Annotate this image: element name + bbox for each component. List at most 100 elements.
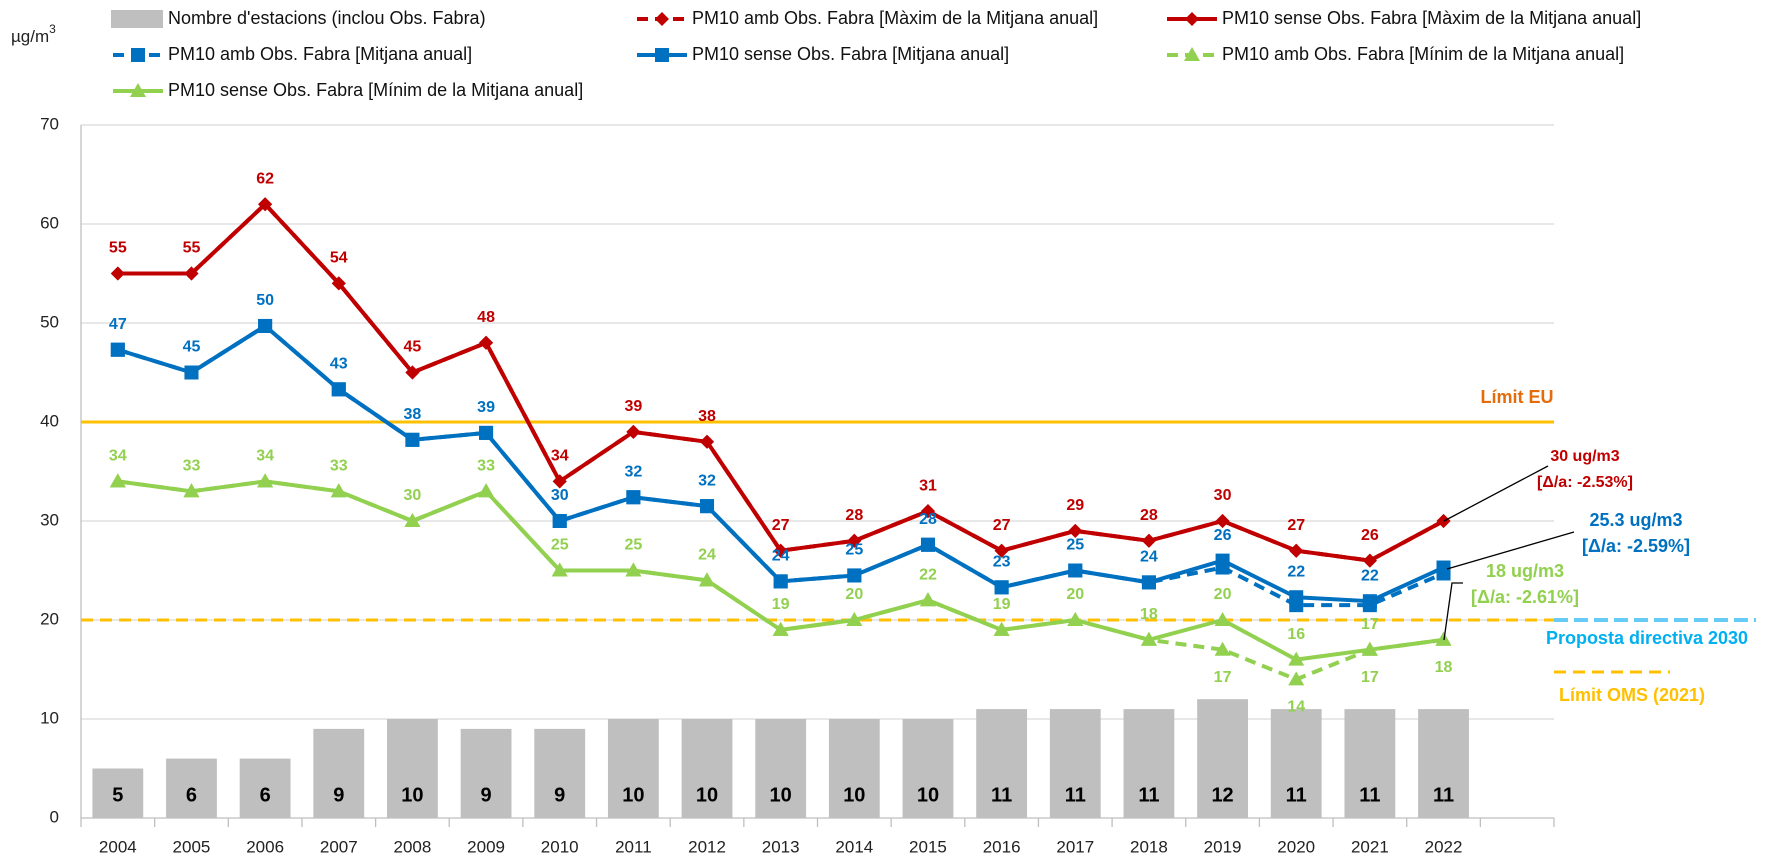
marker bbox=[626, 490, 641, 505]
y-tick-label: 0 bbox=[50, 807, 59, 826]
bar-label: 9 bbox=[481, 784, 492, 806]
marker bbox=[258, 197, 273, 212]
marker bbox=[478, 483, 495, 498]
bar-label: 10 bbox=[401, 784, 423, 806]
data-label: 50 bbox=[256, 292, 274, 309]
x-tick-label: 2008 bbox=[394, 837, 432, 856]
marker bbox=[1141, 575, 1156, 590]
data-label: 25 bbox=[551, 537, 569, 554]
data-label: 19 bbox=[772, 596, 790, 613]
data-label: 18 bbox=[1140, 606, 1158, 623]
marker bbox=[1184, 47, 1200, 61]
marker bbox=[920, 504, 935, 519]
marker bbox=[479, 335, 494, 350]
marker bbox=[993, 621, 1010, 636]
marker bbox=[479, 425, 494, 440]
data-label: 25 bbox=[624, 537, 642, 554]
bar-label: 10 bbox=[917, 784, 939, 806]
bar-label: 6 bbox=[260, 784, 271, 806]
legend-label: PM10 amb Obs. Fabra [Màxim de la Mitjana… bbox=[692, 8, 1098, 28]
marker bbox=[1141, 533, 1156, 548]
data-label: 24 bbox=[1140, 549, 1158, 566]
data-label: 55 bbox=[183, 240, 201, 257]
marker bbox=[1288, 651, 1305, 666]
marker bbox=[846, 612, 863, 626]
marker bbox=[1067, 612, 1084, 626]
bar bbox=[976, 709, 1028, 818]
data-label: 45 bbox=[404, 339, 422, 356]
marker bbox=[183, 483, 200, 498]
data-label: 28 bbox=[1140, 507, 1158, 524]
marker bbox=[773, 543, 788, 558]
marker bbox=[625, 562, 642, 577]
data-label: 33 bbox=[183, 458, 201, 475]
reference-label: Límit EU bbox=[1480, 387, 1553, 407]
marker bbox=[994, 543, 1009, 558]
marker bbox=[626, 424, 641, 439]
data-label: 23 bbox=[993, 554, 1011, 571]
data-label: 29 bbox=[1066, 497, 1084, 514]
legend-item: PM10 sense Obs. Fabra [Mitjana anual] bbox=[637, 44, 1009, 64]
marker bbox=[1140, 631, 1157, 646]
x-tick-label: 2013 bbox=[762, 837, 800, 856]
legend-swatch bbox=[111, 10, 163, 28]
bar-label: 11 bbox=[1065, 784, 1086, 806]
y-tick-label: 50 bbox=[40, 312, 59, 331]
data-label: 39 bbox=[624, 398, 642, 415]
data-label: 38 bbox=[404, 406, 422, 423]
bar-label: 10 bbox=[622, 784, 644, 806]
marker bbox=[551, 562, 568, 577]
bar bbox=[607, 719, 659, 818]
bar bbox=[239, 758, 291, 818]
marker bbox=[1214, 612, 1231, 626]
y-tick-label: 10 bbox=[40, 708, 59, 727]
y-tick-label: 60 bbox=[40, 213, 59, 232]
reference-label: Límit OMS (2021) bbox=[1559, 685, 1705, 705]
data-label: 20 bbox=[845, 586, 863, 603]
data-label: 18 bbox=[1435, 659, 1453, 676]
data-label: 34 bbox=[109, 448, 127, 465]
marker bbox=[700, 434, 715, 449]
x-tick-label: 2019 bbox=[1204, 837, 1242, 856]
annotation: 30 ug/m3 bbox=[1550, 448, 1619, 465]
bar bbox=[1049, 709, 1101, 818]
annotation: [Δ/a: -2.61%] bbox=[1471, 587, 1579, 607]
legend-label: PM10 sense Obs. Fabra [Mínim de la Mitja… bbox=[168, 80, 583, 100]
marker bbox=[110, 342, 125, 357]
x-tick-label: 2005 bbox=[173, 837, 211, 856]
bar bbox=[1197, 699, 1248, 818]
bar bbox=[902, 719, 954, 818]
legend-label: PM10 sense Obs. Fabra [Mitjana anual] bbox=[692, 44, 1009, 64]
bar-label: 9 bbox=[333, 784, 344, 806]
bar bbox=[313, 728, 365, 818]
marker bbox=[258, 318, 273, 333]
marker bbox=[1214, 641, 1231, 656]
bar bbox=[92, 768, 144, 818]
data-label: 33 bbox=[477, 458, 495, 475]
marker bbox=[1215, 514, 1230, 528]
x-tick-label: 2016 bbox=[983, 837, 1021, 856]
marker bbox=[847, 568, 862, 583]
annotation: [Δ/a: -2.59%] bbox=[1582, 536, 1690, 556]
y-tick-label: 40 bbox=[40, 411, 59, 430]
x-tick-label: 2020 bbox=[1277, 837, 1315, 856]
marker bbox=[331, 382, 346, 397]
reference-label: Proposta directiva 2030 bbox=[1546, 628, 1748, 648]
bar bbox=[166, 758, 217, 818]
marker bbox=[655, 48, 669, 62]
marker bbox=[552, 474, 567, 489]
data-label: 25 bbox=[845, 542, 863, 559]
data-label: 17 bbox=[1361, 669, 1379, 686]
annotation: 18 ug/m3 bbox=[1486, 561, 1564, 581]
marker bbox=[184, 365, 199, 380]
legend-label: PM10 amb Obs. Fabra [Mitjana anual] bbox=[168, 44, 472, 64]
data-label: 27 bbox=[993, 517, 1011, 534]
legend-label: PM10 amb Obs. Fabra [Mínim de la Mitjana… bbox=[1222, 44, 1624, 64]
x-tick-label: 2021 bbox=[1351, 837, 1389, 856]
bar-label: 11 bbox=[1286, 784, 1307, 806]
bar-label: 5 bbox=[112, 784, 123, 806]
data-label: 30 bbox=[1214, 487, 1232, 504]
marker bbox=[1068, 523, 1083, 538]
x-tick-label: 2012 bbox=[688, 837, 726, 856]
